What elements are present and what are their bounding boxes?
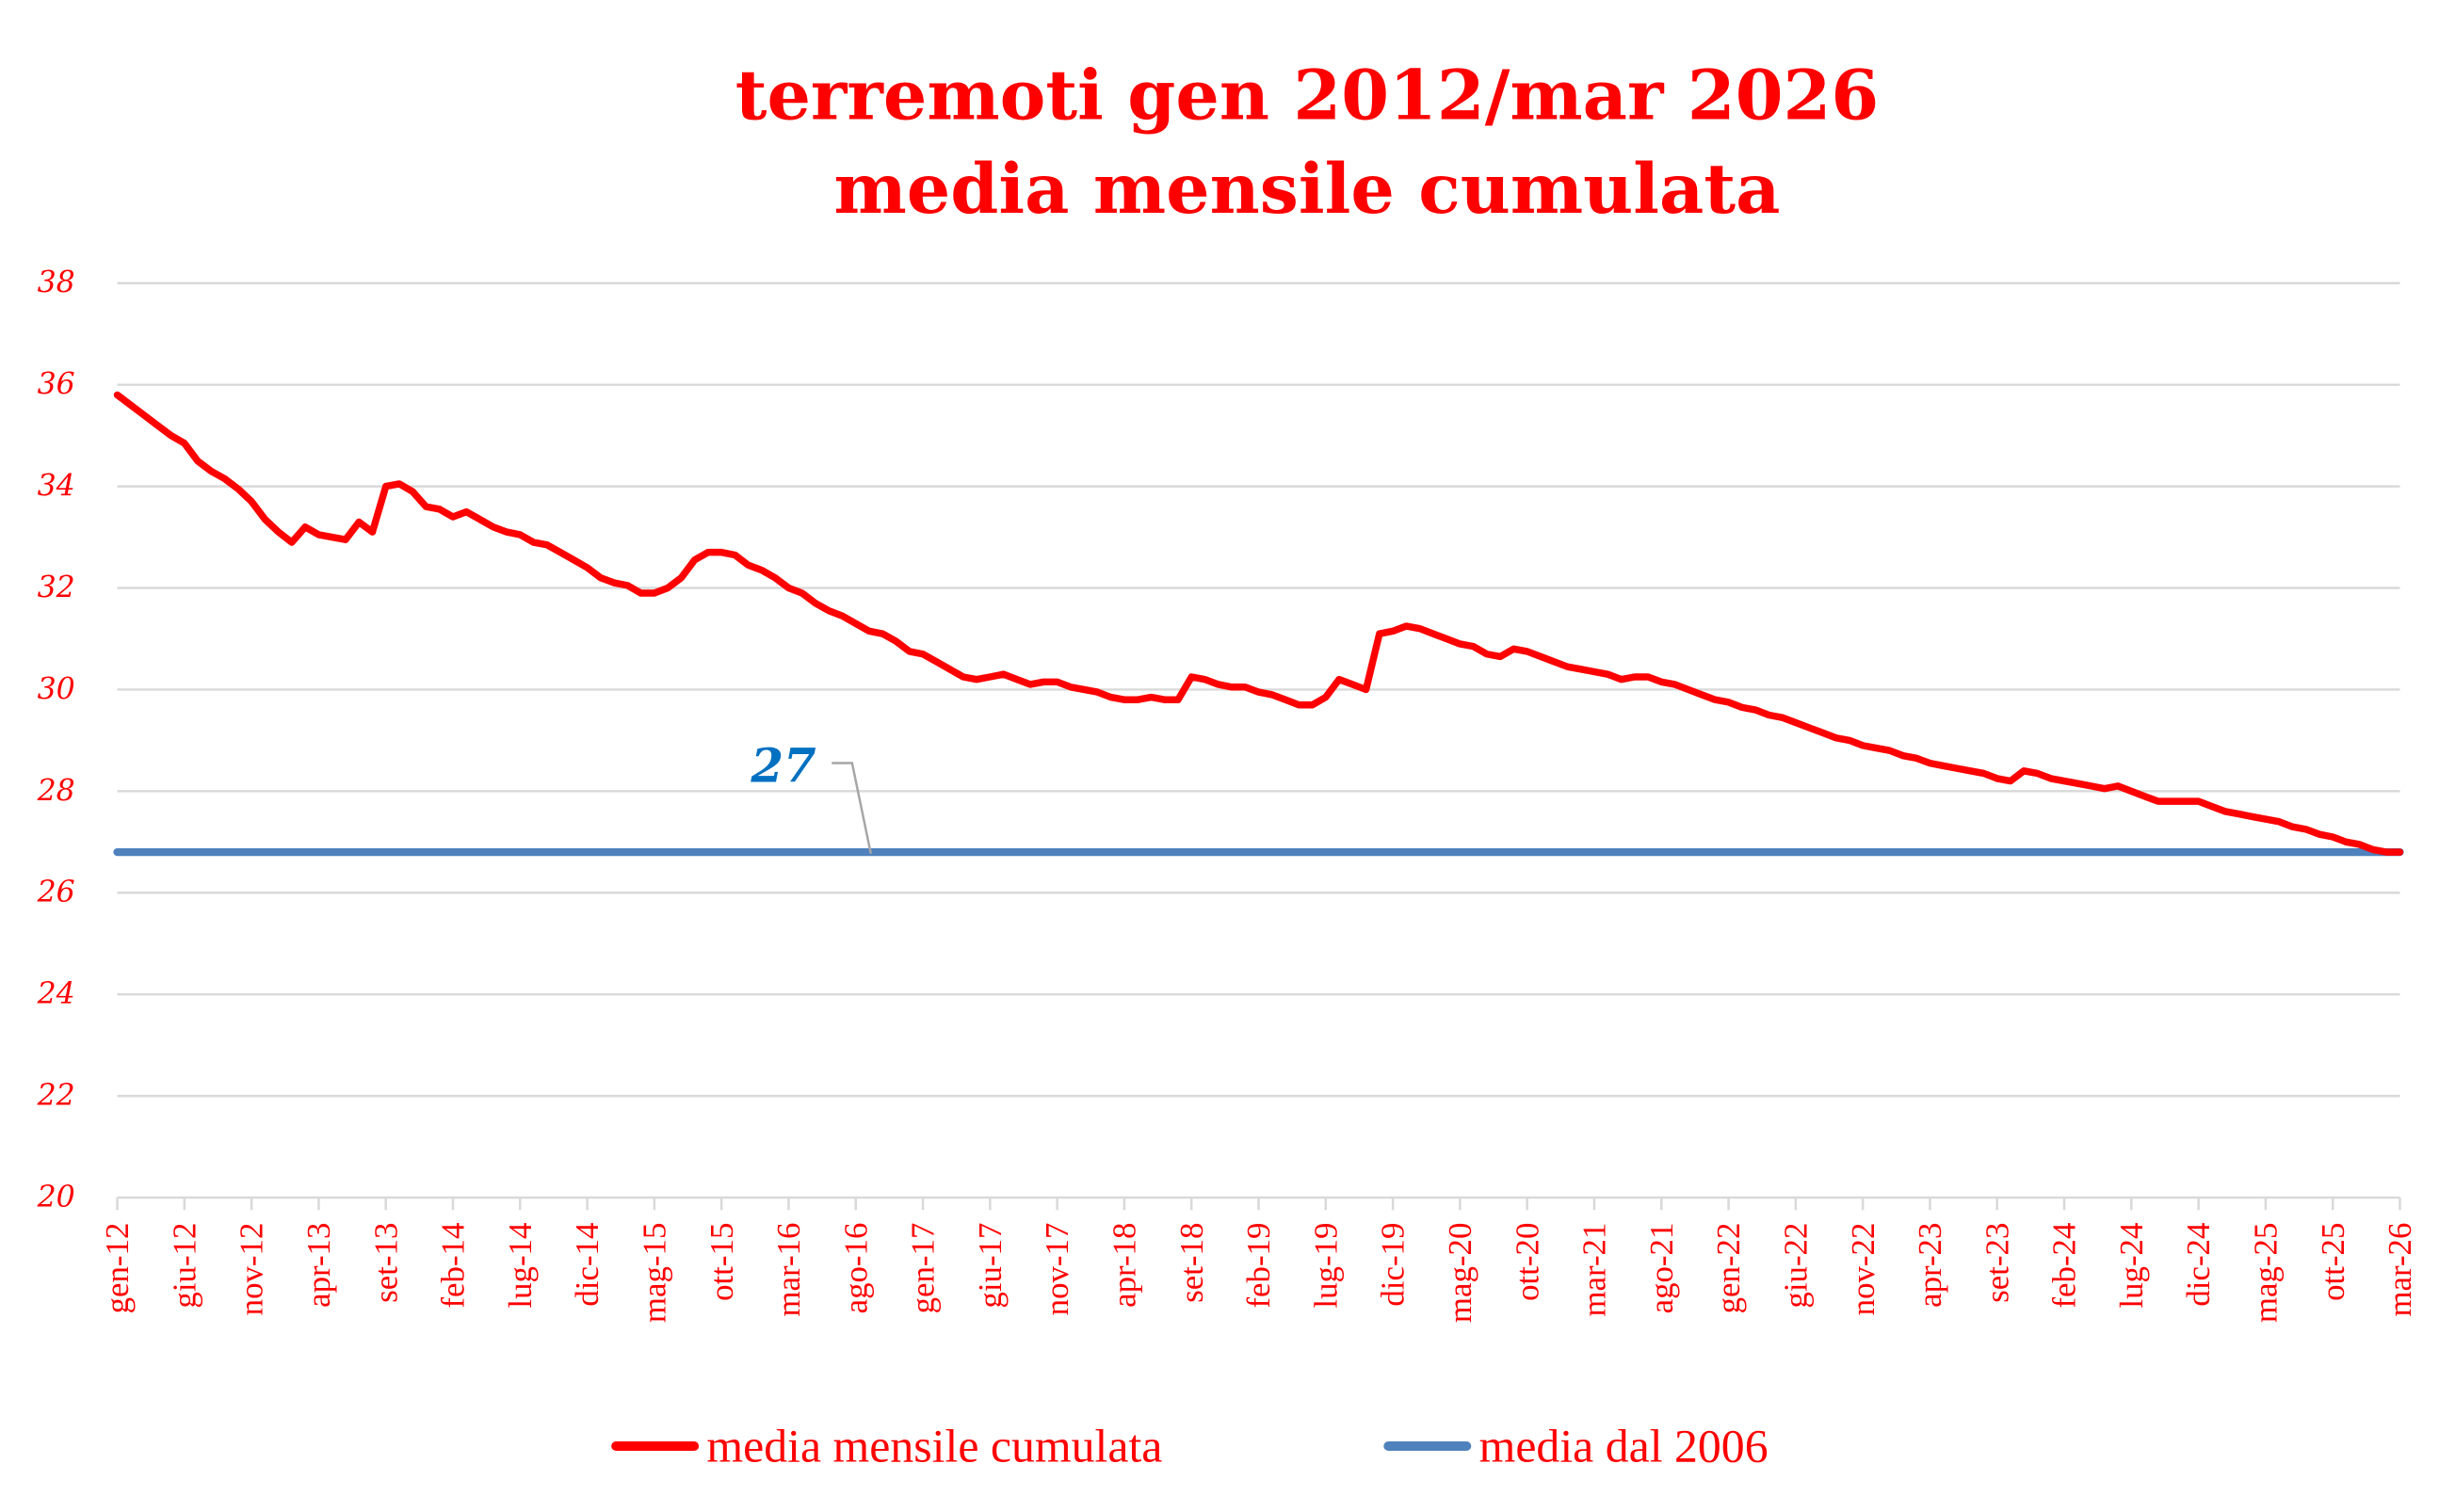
series-group — [113, 391, 2404, 857]
x-tick-label-set-18: set-18 — [1173, 1223, 1210, 1303]
y-axis-tick-labels: 20 22 24 26 28 30 32 34 36 38 — [37, 266, 75, 1214]
series-line-media-mensile-cumulata — [113, 391, 2404, 856]
x-tick-label-lug-24: lug-24 — [2113, 1223, 2150, 1309]
x-tick-label-mar-21: mar-21 — [1576, 1223, 1613, 1317]
chart-title-line-2: media mensile cumulata — [834, 149, 1781, 230]
data-label-callout: 27 — [750, 737, 872, 855]
x-tick-label-feb-19: feb-19 — [1240, 1223, 1277, 1309]
y-tick-label-22: 22 — [37, 1079, 75, 1113]
y-tick-label-38: 38 — [38, 266, 75, 300]
chart-title-line-1: terremoti gen 2012/mar 2026 — [735, 55, 1880, 136]
y-tick-label-24: 24 — [37, 977, 75, 1011]
x-tick-label-ago-21: ago-21 — [1643, 1223, 1680, 1314]
legend-label-media-mensile-cumulata: media mensile cumulata — [706, 1421, 1162, 1472]
x-tick-label-lug-14: lug-14 — [502, 1223, 539, 1309]
x-tick-label-feb-24: feb-24 — [2046, 1223, 2083, 1309]
x-tick-label-nov-17: nov-17 — [1039, 1223, 1075, 1316]
x-tick-label-mag-15: mag-15 — [636, 1223, 672, 1324]
x-tick-label-set-23: set-23 — [1979, 1223, 2015, 1303]
x-tick-label-apr-23: apr-23 — [1912, 1223, 1948, 1308]
x-tick-label-ott-20: ott-20 — [1509, 1223, 1545, 1301]
x-tick-label-gen-17: gen-17 — [905, 1223, 942, 1314]
x-tick-label-apr-13: apr-13 — [300, 1223, 337, 1308]
x-tick-label-ott-25: ott-25 — [2315, 1223, 2351, 1301]
x-tick-label-lug-19: lug-19 — [1307, 1223, 1344, 1309]
y-tick-label-36: 36 — [38, 368, 75, 402]
y-tick-label-26: 26 — [37, 876, 75, 909]
x-tick-label-ago-16: ago-16 — [837, 1223, 874, 1314]
x-tick-label-dic-24: dic-24 — [2180, 1223, 2217, 1307]
x-tick-label-giu-22: giu-22 — [1777, 1223, 1814, 1309]
gridlines — [117, 281, 2400, 1199]
y-tick-label-34: 34 — [38, 470, 75, 504]
x-tick-label-gen-22: gen-22 — [1710, 1223, 1747, 1314]
x-axis: gen-12 giu-12 nov-12 apr-13 set-13 feb-14 lug-… — [99, 1198, 2418, 1323]
callout-leader-line — [832, 762, 872, 855]
y-tick-label-32: 32 — [38, 571, 75, 604]
y-tick-label-30: 30 — [38, 672, 75, 706]
x-tick-label-ott-15: ott-15 — [703, 1223, 740, 1301]
x-tick-label-nov-12: nov-12 — [234, 1223, 270, 1316]
y-tick-label-20: 20 — [37, 1181, 75, 1214]
x-tick-label-nov-22: nov-22 — [1845, 1223, 1882, 1316]
x-tick-label-mar-26: mar-26 — [2382, 1223, 2418, 1317]
x-tick-label-feb-14: feb-14 — [435, 1223, 472, 1309]
x-tick-label-giu-12: giu-12 — [166, 1223, 202, 1309]
x-tick-label-dic-19: dic-19 — [1375, 1223, 1412, 1307]
x-tick-label-apr-18: apr-18 — [1106, 1223, 1143, 1308]
x-tick-label-gen-12: gen-12 — [99, 1223, 136, 1314]
x-tick-label-mag-20: mag-20 — [1442, 1223, 1478, 1324]
x-tick-label-mar-16: mar-16 — [770, 1223, 807, 1317]
x-tick-label-mag-25: mag-25 — [2248, 1223, 2285, 1324]
x-tick-label-dic-14: dic-14 — [569, 1223, 606, 1307]
y-tick-label-28: 28 — [37, 774, 75, 808]
data-label-27: 27 — [750, 737, 816, 793]
legend-label-media-dal-2006: media dal 2006 — [1479, 1421, 1769, 1472]
x-tick-label-set-13: set-13 — [367, 1223, 404, 1303]
x-tick-label-giu-17: giu-17 — [972, 1223, 1009, 1309]
legend: media mensile cumulata media dal 2006 — [611, 1421, 1769, 1472]
